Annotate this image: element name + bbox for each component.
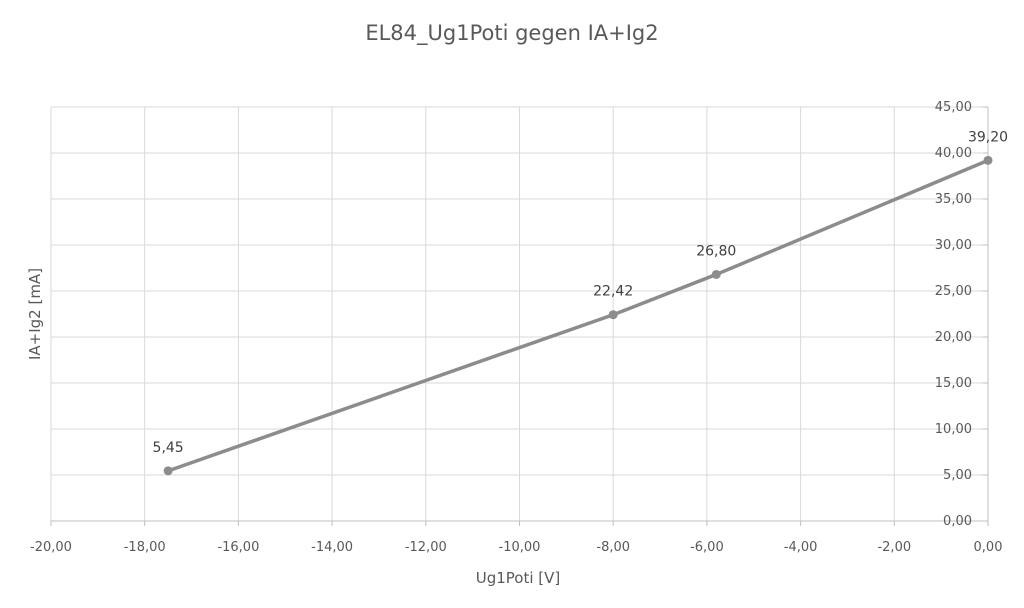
chart-title: EL84_Ug1Poti gegen IA+Ig2 [365, 21, 658, 46]
x-axis-label: Ug1Poti [V] [476, 569, 561, 587]
x-tick-label: -4,00 [784, 540, 818, 555]
x-tick-label: -12,00 [405, 540, 447, 555]
x-tick-label: -10,00 [499, 540, 541, 555]
data-point [983, 155, 993, 165]
axes [50, 106, 989, 526]
grid-lines [50, 106, 989, 522]
x-tick-label: -16,00 [217, 540, 259, 555]
y-tick-label: 5,00 [943, 468, 972, 483]
y-tick-label: 35,00 [935, 192, 972, 207]
data-label: 22,42 [593, 284, 633, 300]
y-tick-label: 20,00 [935, 330, 972, 345]
y-tick-label: 30,00 [935, 238, 972, 253]
y-axis-label: IA+Ig2 [mA] [26, 268, 44, 360]
y-tick-label: 15,00 [935, 376, 972, 391]
series [163, 155, 993, 476]
data-label: 39,20 [968, 129, 1008, 145]
y-tick-label: 0,00 [943, 514, 972, 529]
y-tick-label: 40,00 [935, 146, 972, 161]
x-tick-label: -6,00 [690, 540, 724, 555]
x-tick-label: -8,00 [596, 540, 630, 555]
data-point [163, 466, 173, 476]
data-label: 26,80 [696, 243, 736, 259]
data-point [711, 269, 721, 279]
data-label: 5,45 [153, 440, 184, 456]
y-tick-label: 25,00 [935, 284, 972, 299]
y-tick-labels: 0,00 5,00 10,00 15,00 20,00 25,00 30,00 35,00 40… [935, 100, 972, 529]
x-tick-label: 0,00 [974, 540, 1003, 555]
x-tick-label: -14,00 [311, 540, 353, 555]
y-tick-label: 45,00 [935, 100, 972, 115]
data-labels: 5,45 22,42 26,80 39,20 [153, 129, 1009, 456]
data-point [608, 310, 618, 320]
series-line [167, 158, 989, 473]
x-tick-labels: -20,00 -18,00 -16,00 -14,00 -12,00 -10,00 -8,0… [30, 540, 1002, 555]
x-tick-label: -20,00 [30, 540, 72, 555]
x-tick-label: -18,00 [124, 540, 166, 555]
x-tick-label: -2,00 [877, 540, 911, 555]
y-tick-label: 10,00 [935, 422, 972, 437]
